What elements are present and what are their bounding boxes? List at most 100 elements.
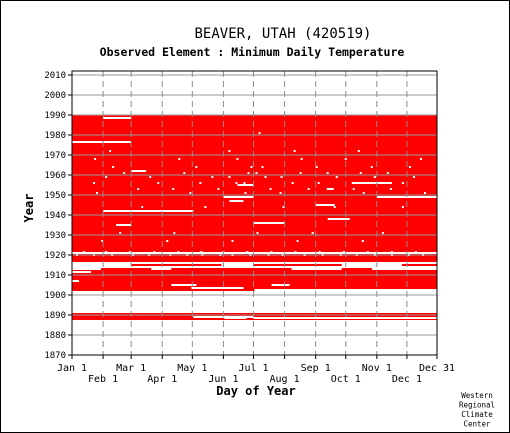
missing-day bbox=[255, 172, 258, 174]
missing-day bbox=[342, 251, 345, 253]
missing-day bbox=[401, 182, 404, 184]
missing-day bbox=[250, 166, 253, 168]
missing-day bbox=[390, 251, 393, 253]
missing-day bbox=[123, 172, 126, 174]
missing-day bbox=[166, 240, 169, 242]
missing-day bbox=[199, 182, 202, 184]
y-tick-label: 1920 bbox=[44, 251, 66, 261]
missing-day bbox=[236, 158, 239, 160]
missing-day bbox=[153, 251, 156, 253]
footer-note-line: Climate bbox=[461, 410, 493, 419]
missing-period bbox=[131, 170, 147, 172]
y-tick-label: 1960 bbox=[44, 171, 66, 181]
x-tick-label: Dec 1 bbox=[392, 374, 422, 385]
missing-day bbox=[344, 158, 347, 160]
missing-day bbox=[83, 251, 86, 253]
data-band bbox=[72, 313, 437, 320]
missing-day bbox=[189, 192, 192, 194]
missing-period bbox=[72, 268, 102, 270]
missing-day bbox=[129, 251, 132, 253]
y-tick-label: 1900 bbox=[44, 291, 66, 301]
missing-day bbox=[359, 172, 362, 174]
missing-day bbox=[299, 172, 302, 174]
plot-area: 1870 1880 1890 1900 1910 1920 1930 1940 1950 1960… bbox=[44, 70, 455, 385]
missing-period bbox=[72, 280, 80, 282]
x-tick-label: May 1 bbox=[177, 363, 207, 374]
missing-period bbox=[151, 268, 172, 270]
missing-day bbox=[401, 206, 404, 208]
missing-day bbox=[246, 251, 249, 253]
missing-period bbox=[72, 252, 437, 254]
missing-day bbox=[211, 176, 214, 178]
chart-subtitle: Observed Element : Minimum Daily Tempera… bbox=[100, 45, 405, 59]
missing-day bbox=[231, 240, 234, 242]
missing-day bbox=[177, 251, 180, 253]
missing-day bbox=[279, 192, 282, 194]
missing-day bbox=[389, 188, 392, 190]
missing-day bbox=[294, 251, 297, 253]
missing-day bbox=[105, 176, 108, 178]
missing-day bbox=[270, 251, 273, 253]
missing-period bbox=[72, 262, 437, 264]
missing-period bbox=[72, 271, 92, 273]
missing-day bbox=[228, 150, 231, 152]
missing-day bbox=[352, 188, 355, 190]
missing-day bbox=[280, 176, 283, 178]
missing-day bbox=[247, 172, 250, 174]
missing-period bbox=[171, 284, 197, 286]
y-tick-label: 1910 bbox=[44, 271, 66, 281]
missing-period bbox=[291, 268, 342, 270]
missing-period bbox=[351, 182, 392, 184]
missing-day bbox=[291, 182, 294, 184]
y-tick-label: 1980 bbox=[44, 131, 66, 141]
x-tick-label: Mar 1 bbox=[116, 363, 146, 374]
missing-day bbox=[119, 232, 122, 234]
missing-day bbox=[357, 150, 360, 152]
missing-day bbox=[235, 182, 238, 184]
missing-period bbox=[327, 218, 350, 220]
missing-period bbox=[326, 188, 334, 190]
y-tick-label: 1870 bbox=[44, 351, 66, 361]
missing-day bbox=[317, 182, 320, 184]
y-tick-label: 2000 bbox=[44, 91, 66, 101]
missing-day bbox=[261, 166, 264, 168]
missing-period bbox=[103, 210, 194, 212]
missing-day bbox=[373, 176, 376, 178]
missing-day bbox=[256, 232, 259, 234]
x-tick-label: Nov 1 bbox=[362, 363, 392, 374]
missing-day bbox=[361, 240, 364, 242]
y-tick-label: 1880 bbox=[44, 331, 66, 341]
missing-day bbox=[326, 172, 329, 174]
missing-day bbox=[141, 206, 144, 208]
y-tick-label: 1940 bbox=[44, 211, 66, 221]
missing-day bbox=[178, 158, 181, 160]
y-tick-label: 1930 bbox=[44, 231, 66, 241]
y-tick-label: 1890 bbox=[44, 311, 66, 321]
missing-period bbox=[229, 200, 244, 202]
y-tick-label: 1990 bbox=[44, 111, 66, 121]
missing-day bbox=[96, 192, 99, 194]
missing-day bbox=[293, 150, 296, 152]
missing-day bbox=[296, 240, 299, 242]
y-axis-label: Year bbox=[22, 194, 36, 223]
missing-day bbox=[414, 251, 417, 253]
missing-period bbox=[223, 196, 254, 198]
plot-border bbox=[71, 70, 438, 356]
missing-day bbox=[335, 176, 338, 178]
missing-period bbox=[191, 287, 244, 289]
data-band bbox=[72, 115, 437, 291]
x-tick-label: Dec 31 bbox=[419, 363, 455, 374]
x-tick-label: Apr 1 bbox=[147, 374, 177, 385]
missing-day bbox=[269, 188, 272, 190]
missing-day bbox=[217, 188, 220, 190]
missing-day bbox=[419, 158, 422, 160]
missing-period bbox=[72, 141, 132, 143]
missing-day bbox=[315, 166, 318, 168]
missing-period bbox=[237, 184, 254, 186]
missing-day bbox=[195, 166, 198, 168]
missing-day bbox=[204, 206, 207, 208]
x-tick-label: Jul 1 bbox=[238, 363, 268, 374]
missing-day bbox=[173, 232, 176, 234]
missing-day bbox=[200, 251, 203, 253]
